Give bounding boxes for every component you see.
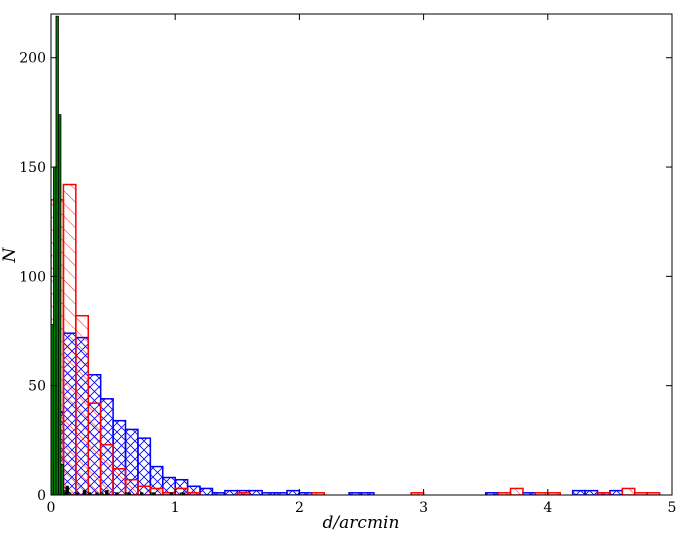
bar-series0-bin19	[286, 489, 301, 495]
bar-series1-bin5	[112, 468, 127, 495]
x-axis-title: d/arcmin	[323, 513, 400, 533]
x-tick-label-1: 1	[171, 500, 180, 516]
bar-series1-bin3	[87, 402, 102, 495]
bar-series1-bin8	[149, 487, 164, 495]
plot-frame	[50, 13, 673, 496]
bar-series1-bin2	[75, 314, 90, 495]
bar-series0-bin14	[224, 489, 239, 495]
bar-series3-bin1	[65, 485, 69, 495]
y-tick-label-3: 150	[19, 160, 46, 176]
y-axis-title: N	[0, 246, 20, 263]
bar-series2-bin3	[58, 114, 62, 495]
bar-series1-bin16	[509, 487, 524, 495]
bar-series0-bin12	[199, 487, 214, 495]
bar-series1-bin1	[62, 183, 77, 495]
bar-series0-bin25	[571, 489, 586, 495]
bars-layer	[51, 15, 661, 495]
y-tick-label-0: 0	[37, 488, 46, 504]
y-tick-label-4: 200	[19, 51, 46, 67]
y-tick-label-2: 100	[19, 269, 46, 285]
x-tick-label-3: 3	[419, 500, 428, 516]
bar-series0-bin28	[609, 489, 624, 495]
bar-series1-bin4	[99, 443, 114, 495]
x-tick-label-5: 5	[668, 500, 677, 516]
plot-background	[51, 14, 672, 495]
bar-series0-bin16	[248, 489, 263, 495]
bar-series3-bin6	[105, 490, 109, 495]
bar-series3-bin3	[82, 490, 87, 495]
bar-series1-bin7	[137, 485, 152, 495]
x-tick-label-0: 0	[47, 500, 56, 516]
y-tick-label-1: 50	[28, 379, 46, 395]
x-tick-label-4: 4	[543, 500, 552, 516]
bar-series0-bin26	[584, 489, 599, 495]
x-tick-label-2: 2	[295, 500, 304, 516]
bar-series1-bin20	[621, 487, 636, 495]
